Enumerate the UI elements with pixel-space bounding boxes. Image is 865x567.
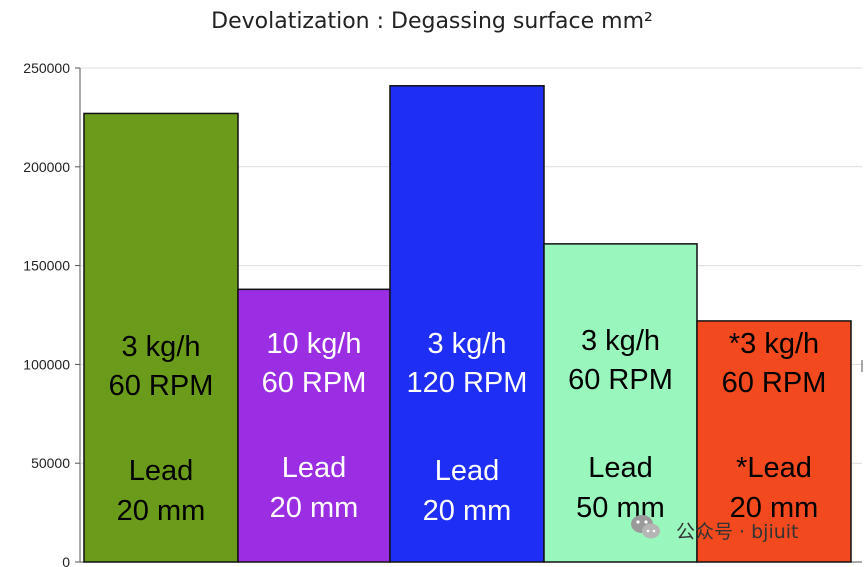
bar-label: 20 mm — [730, 492, 819, 524]
bar-label: Lead — [129, 455, 194, 487]
bar-label: 60 RPM — [109, 370, 214, 402]
chart-title: Devolatization : Degassing surface mm² — [211, 9, 653, 34]
bar-labels: 3 kg/h 60 RPM Lead 20 mm 10 kg/h 60 RPM Lead 20… — [109, 325, 827, 527]
bar — [83, 112, 239, 563]
watermark: 公众号 · bjiuit — [631, 515, 799, 543]
bar-label: Lead — [435, 455, 500, 487]
bar-label: 120 RPM — [407, 367, 528, 399]
y-tick-label: 200000 — [23, 159, 70, 175]
wechat-icon — [631, 515, 660, 539]
bar-label: Lead — [588, 452, 653, 484]
bar-label: 3 kg/h — [428, 328, 507, 360]
bar — [389, 85, 545, 563]
y-tick-label: 0 — [62, 554, 70, 567]
y-tick-label: 250000 — [23, 60, 70, 76]
bar-label: 10 kg/h — [266, 328, 361, 360]
bar-label: 60 RPM — [568, 364, 673, 396]
bars — [83, 85, 852, 563]
bar-label: Lead — [282, 452, 347, 484]
bar-label: 20 mm — [423, 495, 512, 527]
bar-label: 60 RPM — [722, 367, 827, 399]
watermark-text: 公众号 · bjiuit — [676, 521, 799, 543]
bar-label: 3 kg/h — [122, 331, 201, 363]
y-tick-label: 150000 — [23, 258, 70, 274]
bar-label: 20 mm — [117, 495, 206, 527]
bar — [543, 243, 698, 563]
y-tick-label: 100000 — [23, 356, 70, 372]
bar-label: 20 mm — [270, 492, 359, 524]
bar-label: *Lead — [736, 452, 812, 484]
bar-label: 50 mm — [576, 492, 665, 524]
bar — [696, 320, 852, 563]
y-tick-label: 50000 — [31, 455, 70, 471]
bar-label: *3 kg/h — [729, 328, 819, 360]
bar-label: 60 RPM — [262, 367, 367, 399]
bar-label: 3 kg/h — [581, 325, 660, 357]
